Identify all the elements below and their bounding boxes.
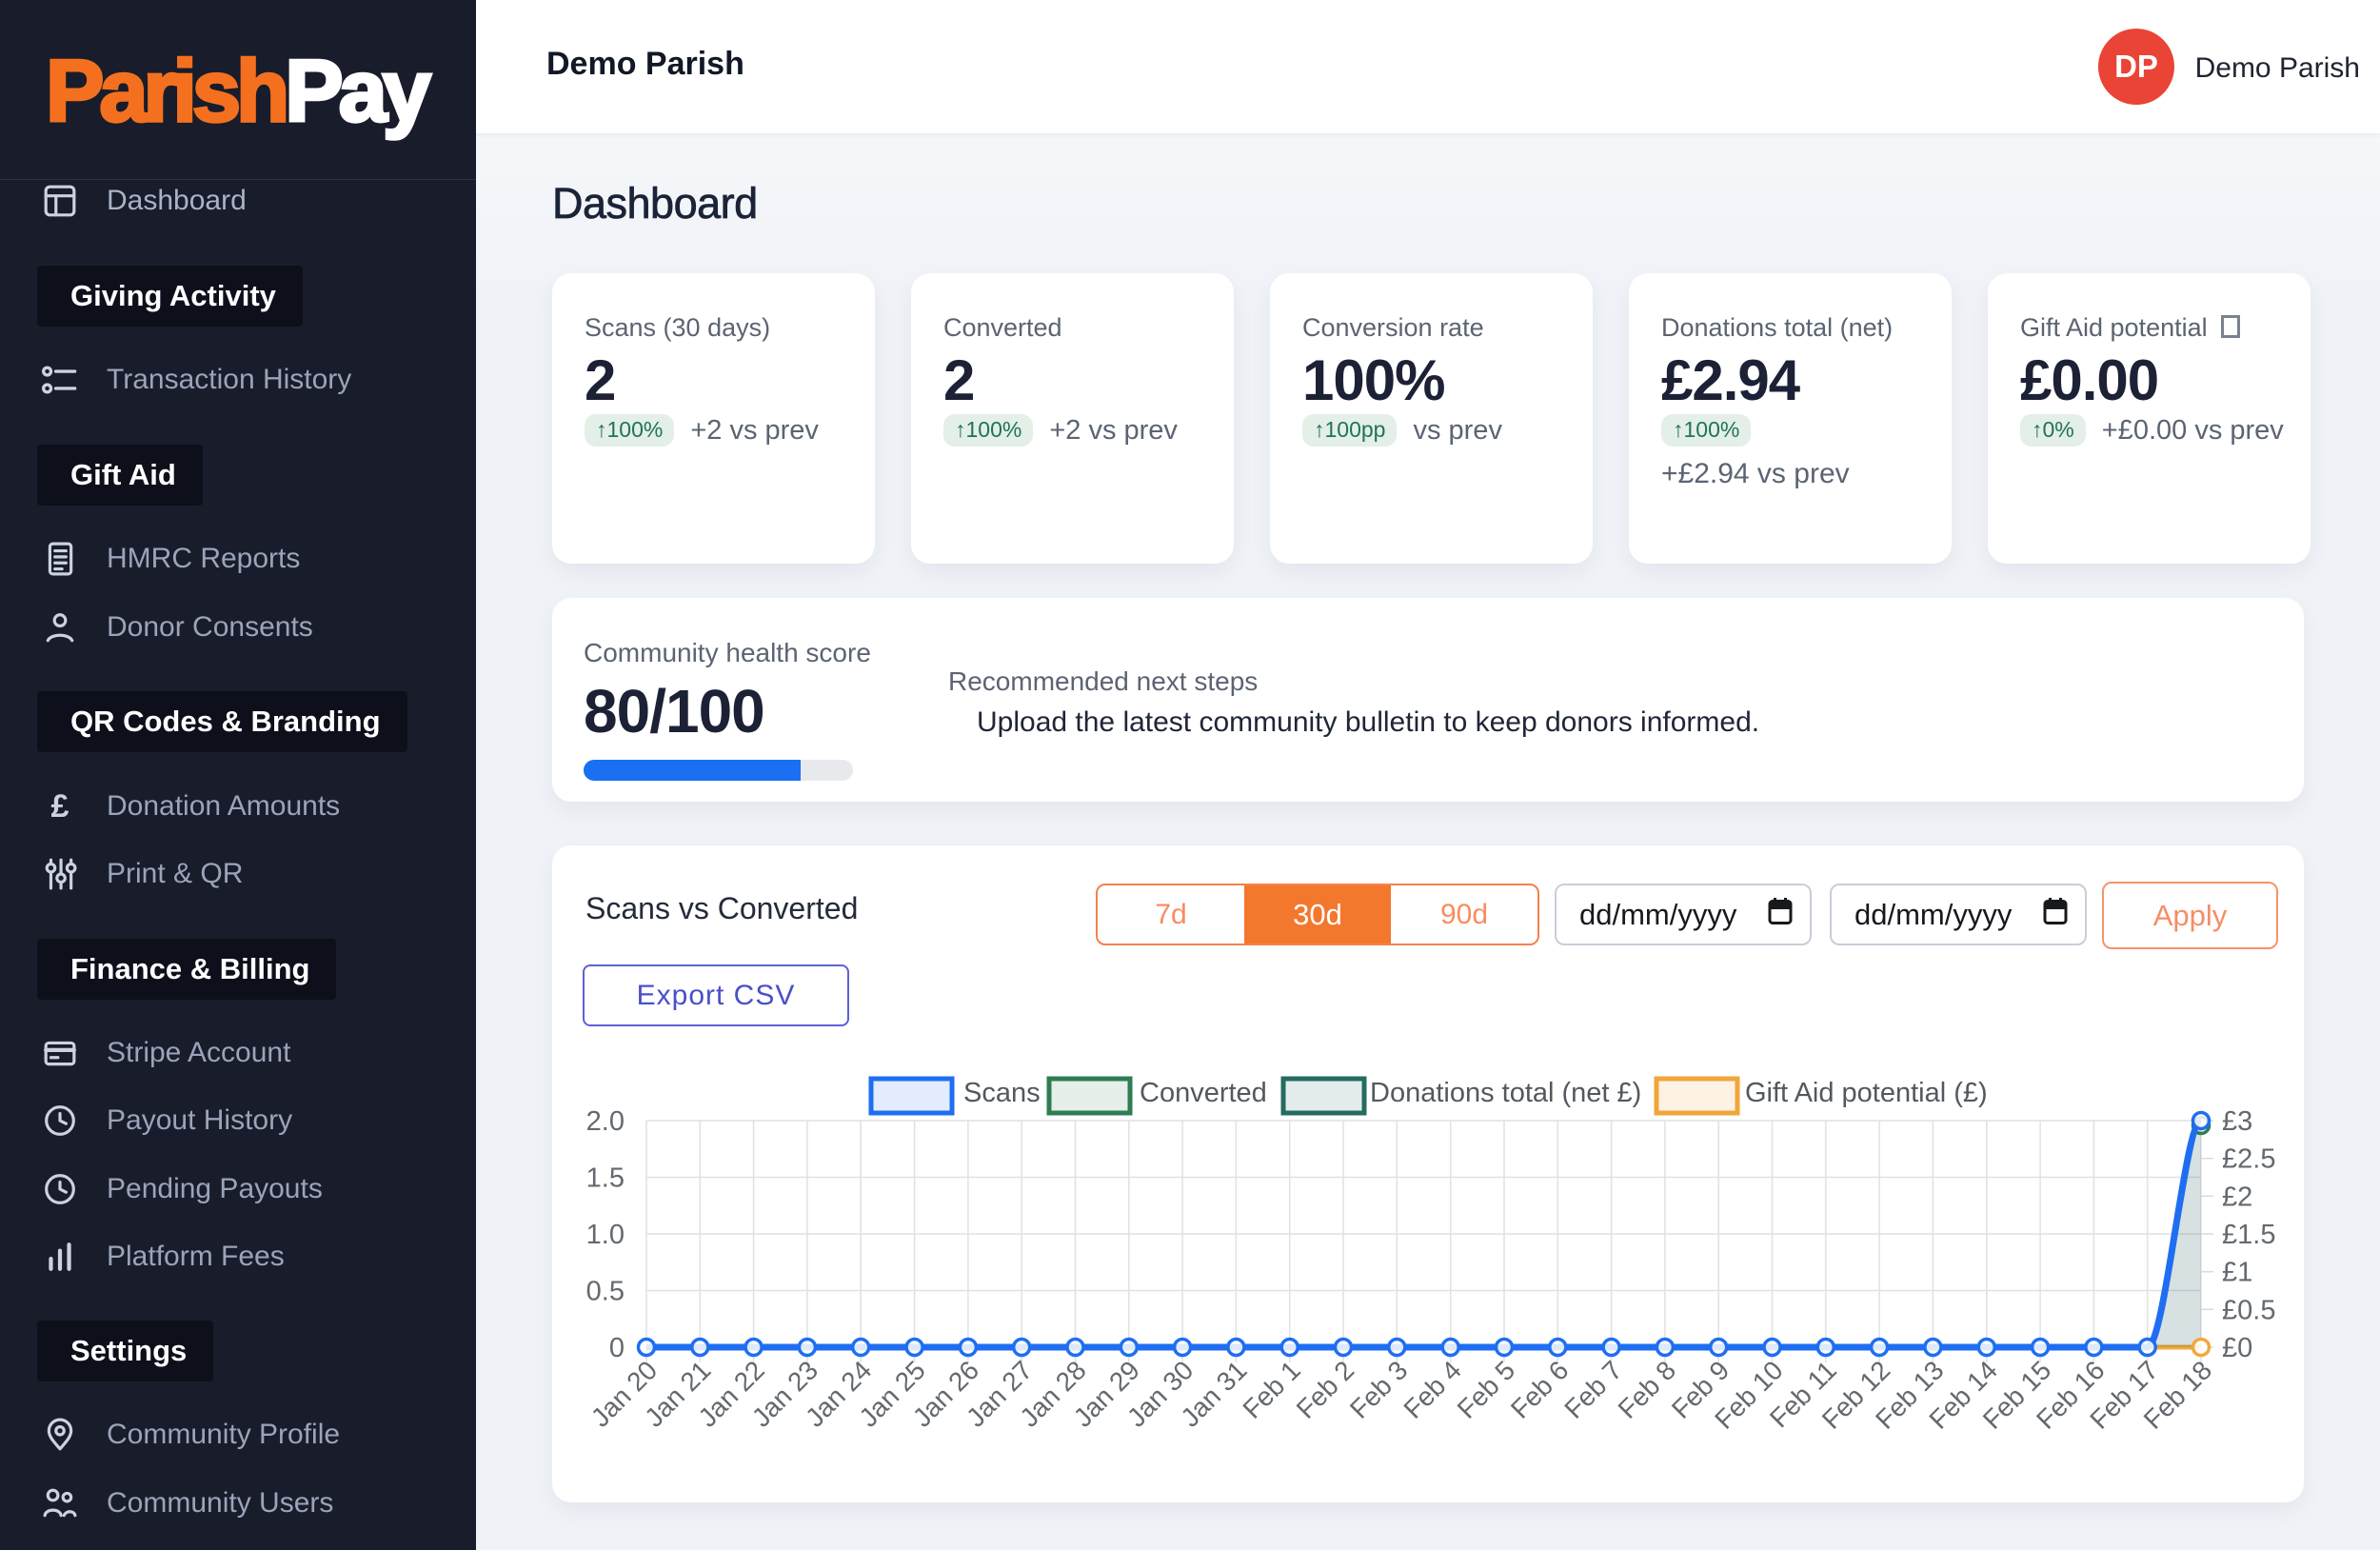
svg-text:Feb 5: Feb 5 <box>1452 1355 1521 1424</box>
svg-text:Converted: Converted <box>1140 1078 1267 1108</box>
svg-text:Feb 8: Feb 8 <box>1613 1355 1682 1424</box>
svg-text:£2.5: £2.5 <box>2222 1144 2275 1175</box>
svg-text:Scans: Scans <box>963 1078 1041 1108</box>
svg-text:Feb 1: Feb 1 <box>1237 1355 1306 1424</box>
svg-text:Gift Aid potential (£): Gift Aid potential (£) <box>1745 1078 1988 1108</box>
svg-text:£0.5: £0.5 <box>2222 1295 2275 1325</box>
svg-text:0.5: 0.5 <box>586 1277 625 1307</box>
svg-text:£0: £0 <box>2222 1333 2252 1363</box>
svg-text:Donations total (net £): Donations total (net £) <box>1370 1078 1641 1108</box>
svg-text:Feb 7: Feb 7 <box>1558 1355 1628 1424</box>
svg-text:£3: £3 <box>2222 1106 2252 1137</box>
svg-text:Feb 3: Feb 3 <box>1344 1355 1414 1424</box>
svg-text:2.0: 2.0 <box>586 1106 625 1137</box>
svg-text:£2: £2 <box>2222 1182 2252 1212</box>
svg-text:Feb 6: Feb 6 <box>1505 1355 1575 1424</box>
svg-text:Feb 2: Feb 2 <box>1291 1355 1360 1424</box>
svg-text:£1: £1 <box>2222 1258 2252 1288</box>
svg-text:0: 0 <box>609 1333 625 1363</box>
svg-text:Feb 4: Feb 4 <box>1398 1355 1467 1424</box>
svg-text:1.5: 1.5 <box>586 1163 625 1194</box>
svg-text:£1.5: £1.5 <box>2222 1220 2275 1250</box>
svg-text:1.0: 1.0 <box>586 1220 625 1250</box>
